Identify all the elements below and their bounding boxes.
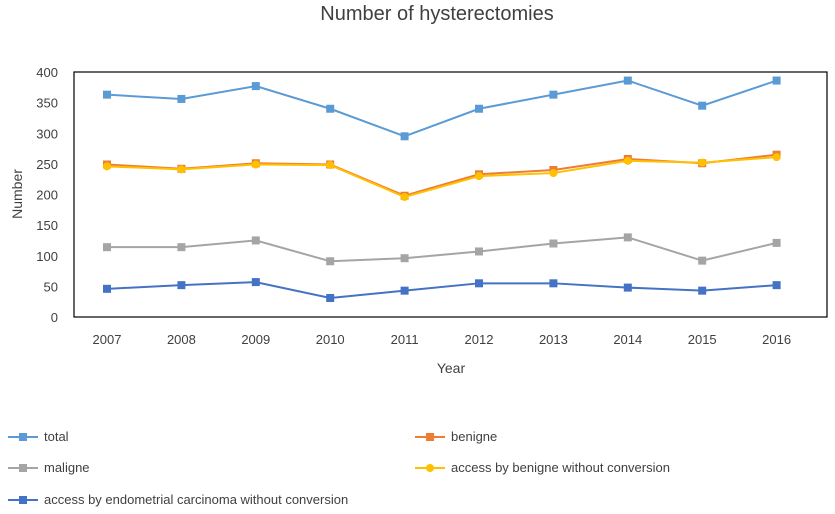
- legend-item: total: [8, 429, 69, 444]
- x-tick-label: 2008: [167, 332, 196, 347]
- data-point: [326, 294, 335, 303]
- legend: total benigne maligne access by benigne wit…: [8, 429, 670, 507]
- y-tick-label: 250: [36, 157, 58, 172]
- series-line: [106, 79, 777, 138]
- data-point: [177, 94, 186, 103]
- x-tick-label: 2011: [391, 332, 419, 347]
- x-tick-label: 2014: [613, 332, 642, 347]
- data-point: [623, 283, 632, 292]
- data-point: [326, 161, 335, 170]
- x-tick-label: 2015: [688, 332, 717, 347]
- legend-marker: [19, 496, 27, 504]
- data-point: [475, 279, 483, 288]
- series-1: [103, 150, 781, 200]
- data-point: [177, 281, 186, 290]
- data-point: [400, 286, 409, 295]
- x-tick-label: 2007: [93, 332, 122, 347]
- series-line: [106, 281, 777, 300]
- legend-item: access by endometrial carcinoma without …: [8, 492, 348, 507]
- data-point: [772, 76, 781, 85]
- y-tick-label: 300: [36, 126, 58, 141]
- x-tick-label: 2013: [539, 332, 568, 347]
- data-point: [698, 256, 707, 265]
- series-3: [103, 153, 781, 201]
- legend-marker: [426, 433, 434, 441]
- y-axis: 0 50 100 150 200 250 300 350 400: [36, 65, 58, 325]
- data-point: [251, 82, 260, 91]
- data-point: [623, 76, 632, 85]
- data-point: [698, 158, 707, 167]
- data-point: [251, 160, 260, 169]
- series-line: [107, 236, 777, 263]
- legend-label: total: [44, 429, 69, 444]
- y-tick-label: 150: [36, 218, 58, 233]
- x-tick-label: 2010: [316, 332, 345, 347]
- legend-item: access by benigne without conversion: [415, 460, 670, 475]
- data-point: [772, 281, 781, 290]
- data-point: [326, 104, 335, 113]
- data-point: [549, 90, 558, 99]
- y-tick-label: 400: [36, 65, 58, 80]
- series-4: [103, 278, 781, 303]
- data-point: [251, 236, 260, 245]
- legend-item: maligne: [8, 460, 90, 475]
- data-point: [772, 153, 781, 162]
- data-point: [177, 165, 186, 174]
- y-tick-label: 0: [51, 310, 58, 325]
- series-line: [106, 153, 777, 197]
- data-point: [549, 239, 558, 248]
- x-tick-label: 2012: [465, 332, 494, 347]
- x-axis: 2007 2008 2009 2010 2011 2012 2013 2014 2015 2016: [93, 332, 792, 347]
- x-tick-label: 2016: [762, 332, 791, 347]
- y-tick-label: 350: [36, 96, 58, 111]
- data-point: [400, 132, 409, 141]
- series-line: [106, 156, 777, 199]
- x-tick-label: 2009: [241, 332, 270, 347]
- data-point: [698, 101, 707, 110]
- data-point: [103, 162, 111, 171]
- chart-title: Number of hysterectomies: [320, 3, 553, 25]
- data-point: [103, 90, 111, 99]
- legend-label: access by benigne without conversion: [451, 460, 670, 475]
- data-point: [400, 254, 409, 263]
- series-0: [103, 76, 781, 141]
- data-point: [549, 279, 558, 288]
- data-point: [326, 257, 335, 266]
- plot-area-border: [73, 71, 828, 318]
- data-point: [103, 243, 111, 252]
- data-point: [475, 172, 483, 181]
- data-point: [623, 156, 632, 165]
- y-axis-label: Number: [9, 169, 25, 219]
- y-tick-label: 50: [44, 279, 58, 294]
- data-point: [549, 169, 558, 178]
- legend-marker: [426, 464, 434, 472]
- data-point: [177, 243, 186, 252]
- y-tick-label: 100: [36, 249, 58, 264]
- legend-label: access by endometrial carcinoma without …: [44, 492, 348, 507]
- data-point: [103, 284, 111, 293]
- x-axis-label: Year: [437, 360, 466, 376]
- data-point: [698, 286, 707, 295]
- data-point: [475, 247, 483, 256]
- data-point: [772, 238, 781, 247]
- data-point: [623, 233, 632, 242]
- legend-item: benigne: [415, 429, 497, 444]
- data-point: [475, 104, 483, 113]
- legend-marker: [19, 433, 27, 441]
- y-tick-label: 200: [36, 188, 58, 203]
- legend-marker: [19, 464, 27, 472]
- data-point: [251, 278, 260, 287]
- legend-label: maligne: [44, 460, 90, 475]
- legend-label: benigne: [451, 429, 497, 444]
- series-layer: [103, 76, 781, 303]
- series-2: [103, 233, 781, 266]
- data-point: [400, 192, 409, 201]
